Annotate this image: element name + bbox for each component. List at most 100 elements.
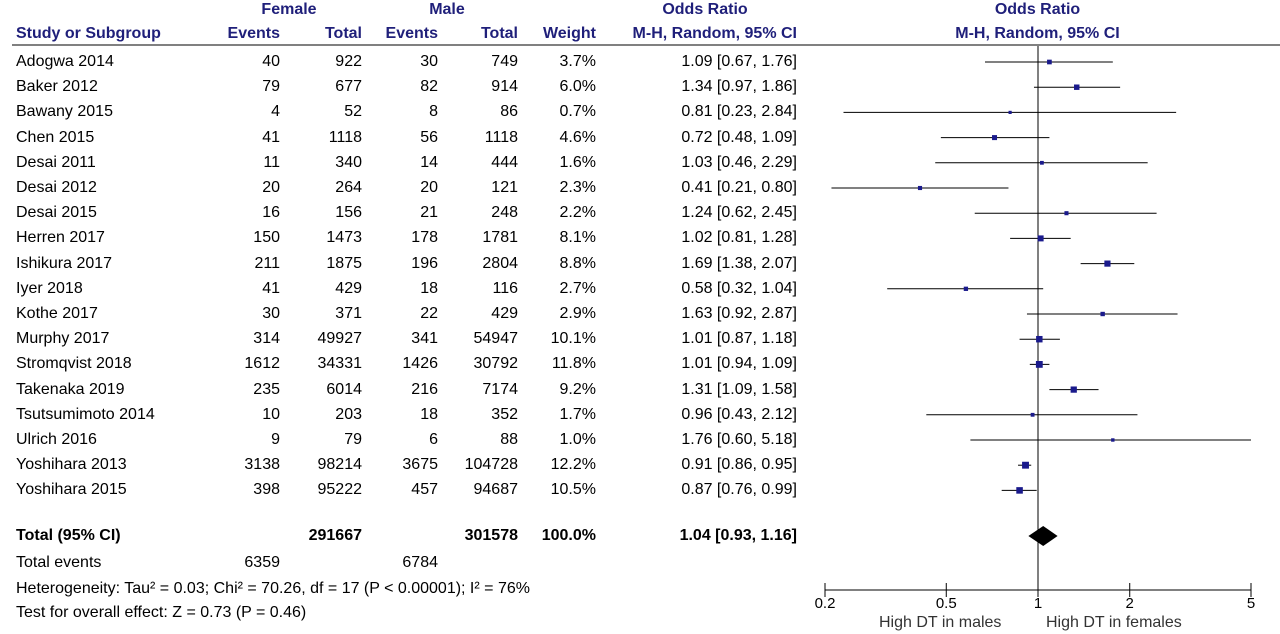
or-ci: 1.09 [0.67, 1.76] [681, 53, 797, 70]
female-total: 340 [335, 153, 362, 171]
study-name: Desai 2015 [16, 204, 97, 222]
male-events: 216 [411, 380, 438, 398]
total-female-total: 291667 [308, 527, 362, 544]
point-estimate [1111, 438, 1115, 442]
study-name: Tsutsumimoto 2014 [16, 405, 155, 423]
col-header-male-total: Total [480, 25, 518, 42]
female-events: 150 [253, 229, 280, 247]
or-ci: 0.87 [0.76, 0.99] [681, 481, 797, 499]
weight: 1.0% [559, 431, 596, 448]
or-ci: 1.02 [0.81, 1.28] [681, 229, 797, 247]
x-tick-label: 0.2 [815, 595, 836, 612]
male-total: 88 [500, 431, 518, 448]
male-events: 6 [429, 431, 438, 448]
overall-effect-text: Test for overall effect: Z = 0.73 (P = 0… [16, 604, 307, 621]
study-name: Chen 2015 [16, 128, 95, 146]
col-header-weight: Weight [542, 25, 596, 42]
point-estimate [1035, 360, 1043, 368]
male-events: 22 [420, 305, 438, 322]
or-ci: 1.76 [0.60, 5.18] [681, 431, 797, 448]
female-total: 79 [344, 431, 362, 448]
or-ci: 1.63 [0.92, 2.87] [681, 305, 797, 322]
male-events: 82 [420, 78, 438, 96]
male-events: 196 [411, 254, 438, 272]
weight: 11.8% [551, 355, 596, 373]
x-tick-label: 0.5 [936, 595, 957, 612]
female-events: 41 [262, 128, 280, 146]
point-estimate [1022, 461, 1029, 469]
female-total: 98214 [317, 456, 363, 474]
female-total: 922 [335, 53, 362, 70]
col-header-female-events: Events [227, 25, 280, 42]
male-total: 94687 [473, 481, 519, 499]
female-total: 1875 [326, 254, 362, 272]
favours-right-label: High DT in females [1046, 614, 1182, 631]
study-name: Murphy 2017 [16, 330, 110, 348]
female-total: 677 [335, 78, 362, 96]
point-estimate [1040, 160, 1044, 165]
male-total: 86 [500, 103, 518, 121]
female-total: 52 [344, 103, 362, 121]
or-ci: 1.24 [0.62, 2.45] [681, 204, 797, 222]
weight: 2.7% [559, 279, 596, 297]
male-total: 2804 [482, 254, 518, 272]
x-tick-label: 5 [1247, 595, 1255, 612]
female-events: 30 [262, 305, 280, 322]
weight: 3.7% [559, 53, 596, 70]
weight: 1.6% [559, 153, 596, 171]
female-total: 49927 [317, 330, 363, 348]
weight: 8.8% [559, 254, 596, 272]
heterogeneity-text: Heterogeneity: Tau² = 0.03; Chi² = 70.26… [16, 580, 530, 597]
male-total: 1118 [484, 128, 518, 146]
male-total: 54947 [473, 330, 519, 348]
favours-left-label: High DT in males [879, 614, 1002, 631]
male-total: 1781 [482, 229, 518, 247]
point-estimate [1047, 59, 1052, 65]
female-events: 1612 [244, 355, 280, 373]
point-estimate [1008, 110, 1012, 114]
study-name: Desai 2012 [16, 179, 97, 196]
female-events: 40 [262, 53, 280, 70]
female-events: 211 [254, 254, 280, 272]
study-name: Yoshihara 2015 [16, 481, 127, 499]
female-group-header: Female [261, 1, 317, 18]
total-weight: 100.0% [541, 527, 596, 544]
male-total: 104728 [464, 456, 518, 474]
point-estimate [1016, 487, 1023, 494]
female-events: 79 [262, 78, 280, 96]
total-events-male: 6784 [402, 554, 438, 571]
point-estimate [1030, 412, 1035, 417]
female-total: 6014 [326, 380, 362, 398]
female-total: 34331 [317, 355, 363, 373]
male-total: 444 [491, 153, 518, 171]
female-total: 203 [335, 405, 362, 423]
or-ci: 1.31 [1.09, 1.58] [681, 380, 797, 398]
male-total: 248 [491, 204, 518, 222]
female-events: 9 [271, 431, 280, 448]
male-total: 121 [491, 179, 518, 196]
weight: 1.7% [559, 405, 596, 423]
point-estimate [917, 185, 923, 191]
female-total: 264 [335, 179, 362, 196]
total-events-female: 6359 [244, 554, 280, 571]
weight: 8.1% [559, 229, 596, 247]
male-events: 1426 [402, 355, 438, 373]
pooled-diamond [1028, 526, 1058, 546]
study-name: Ishikura 2017 [16, 254, 113, 272]
male-total: 7174 [482, 380, 518, 398]
point-estimate [1074, 84, 1080, 90]
male-total: 429 [491, 305, 518, 322]
or-ci: 1.01 [0.94, 1.09] [681, 355, 797, 373]
weight: 4.6% [559, 128, 596, 146]
total-male-total: 301578 [464, 527, 518, 544]
col-header-plot: M-H, Random, 95% CI [955, 25, 1120, 42]
or-ci: 1.34 [0.97, 1.86] [681, 78, 797, 96]
male-total: 352 [491, 405, 518, 423]
male-events: 18 [420, 405, 438, 423]
point-estimate [1037, 235, 1044, 242]
point-estimate [1070, 386, 1077, 393]
male-events: 21 [420, 204, 438, 222]
total-events-label: Total events [16, 554, 102, 571]
col-header-female-total: Total [324, 25, 362, 42]
male-events: 30 [420, 53, 438, 70]
